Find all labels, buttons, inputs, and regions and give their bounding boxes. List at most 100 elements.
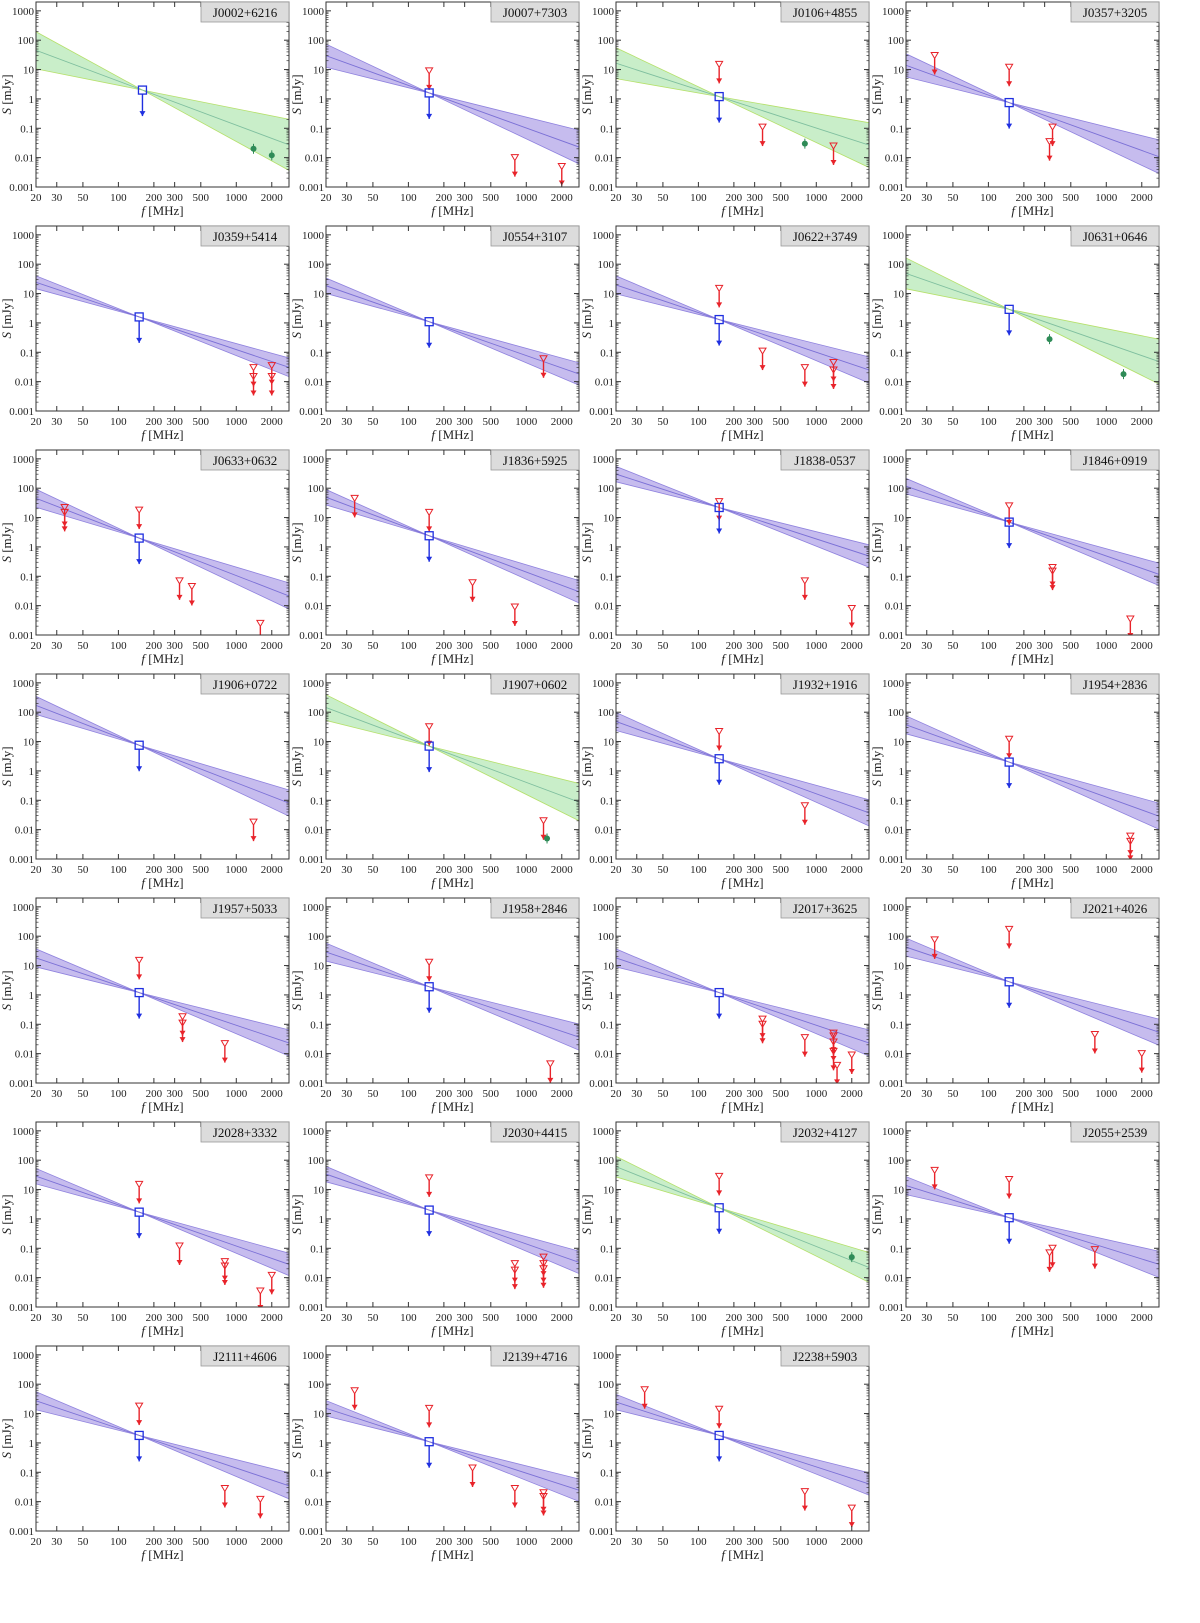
upper-limit-0	[350, 1387, 360, 1410]
y-tick-label: 10	[893, 737, 905, 749]
y-tick-label: 10	[313, 961, 325, 973]
x-tick-label: 2000	[261, 192, 284, 204]
fit-line	[906, 485, 1159, 575]
pulsar-name-box	[780, 1, 870, 23]
upper-limit-3	[510, 603, 520, 626]
x-tick-label: 1000	[1095, 416, 1118, 428]
fit-band-edge	[326, 1415, 430, 1443]
pulsar-name-box	[780, 225, 870, 247]
y-tick-label: 0.1	[890, 1019, 904, 1031]
spectrum-plot: 0.001 0.01 0.1 1 10 100 1000 20 30 50 100 200 300 500…	[289, 225, 580, 442]
y-tick-label: 0.01	[15, 825, 34, 837]
lofar-marker	[134, 740, 144, 750]
plot-frame	[615, 225, 870, 412]
plot-area	[616, 712, 869, 827]
x-tick-label: 200	[726, 864, 743, 876]
pulsar-name: J2030+4415	[503, 1125, 567, 1140]
y-axis-unit: [mJy]	[289, 74, 304, 108]
spectrum-panel-J0002+6216: 0.001 0.01 0.1 1 10 100 1000 20 30 50 100 200 300 500…	[0, 0, 290, 224]
x-tick-label: 1000	[1095, 192, 1118, 204]
x-tick-label: 100	[400, 416, 417, 428]
y-tick-label: 0.01	[15, 153, 34, 165]
y-axis-label: S [mJy]	[0, 746, 14, 786]
x-axis-unit: [MHz]	[1015, 427, 1054, 442]
y-tick-label: 0.1	[890, 1243, 904, 1255]
lofar-arrow-head	[136, 1233, 143, 1239]
upper-limit-marker	[1048, 567, 1057, 576]
detection-marker	[250, 145, 257, 152]
y-axis-label: S [mJy]	[869, 970, 884, 1010]
upper-limit-arrow-head	[1091, 1048, 1098, 1054]
y-tick-label: 0.1	[20, 1467, 34, 1479]
upper-limit-marker	[1048, 563, 1057, 572]
lofar-arrow-head	[426, 1007, 433, 1013]
x-tick-label: 1000	[1095, 640, 1118, 652]
y-tick-label: 1	[29, 542, 35, 554]
lofar-limit	[1004, 517, 1014, 549]
x-axis-var: f	[721, 1099, 727, 1114]
fit-band-edge	[36, 68, 143, 91]
upper-limit-arrow-head	[801, 381, 808, 387]
y-tick-label: 0.001	[299, 1078, 324, 1090]
y-tick-label: 0.1	[600, 347, 614, 359]
plot-frame	[35, 449, 290, 636]
upper-limit-marker	[758, 123, 767, 132]
x-tick-label: 500	[1063, 640, 1080, 652]
x-axis-var: f	[721, 875, 727, 890]
fit-band-edge	[1009, 1217, 1159, 1278]
upper-limit-marker	[1004, 502, 1014, 510]
y-tick-label: 10	[313, 1185, 325, 1197]
lofar-limit	[714, 314, 724, 346]
plot-frame	[35, 1345, 290, 1532]
lofar-limit	[424, 1205, 434, 1237]
plot-area	[906, 1166, 1159, 1278]
y-axis-unit: [mJy]	[579, 298, 594, 332]
y-tick-label: 10	[893, 65, 905, 77]
plot-frame	[615, 1, 870, 188]
x-axis-var: f	[1011, 1323, 1017, 1338]
x-tick-label: 20	[611, 192, 623, 204]
fit-band-edge	[906, 733, 1010, 763]
upper-limit-arrow-head	[801, 1051, 808, 1057]
lofar-arrow-head	[136, 337, 143, 343]
detection-1	[1120, 369, 1127, 380]
x-tick-label: 2000	[841, 192, 864, 204]
y-tick-label: 0.1	[310, 347, 324, 359]
y-axis-unit: [mJy]	[579, 746, 594, 780]
x-tick-label: 200	[436, 1536, 453, 1548]
spectrum-panel-J1846+0919: 0.001 0.01 0.1 1 10 100 1000 20 30 50 100 200 300 500…	[869, 448, 1160, 672]
x-tick-label: 30	[341, 192, 353, 204]
detection-1	[268, 150, 275, 161]
x-tick-label: 50	[657, 1088, 669, 1100]
x-tick-label: 200	[1016, 1088, 1033, 1100]
x-tick-label: 30	[341, 1088, 353, 1100]
y-tick-label: 0.01	[885, 1049, 904, 1061]
y-tick-label: 10	[23, 1185, 35, 1197]
x-tick-label: 1000	[515, 416, 538, 428]
x-axis-label: f [MHz]	[1011, 875, 1053, 890]
upper-limit-marker	[545, 1060, 555, 1068]
upper-limit-marker	[1048, 123, 1057, 132]
lofar-marker	[134, 312, 144, 322]
fit-band-edge	[429, 92, 579, 131]
y-tick-label: 1	[609, 94, 615, 106]
x-tick-label: 30	[921, 416, 933, 428]
x-tick-label: 300	[166, 1088, 183, 1100]
fit-band-edge	[138, 537, 289, 610]
x-axis-var: f	[721, 651, 727, 666]
y-tick-label: 10	[603, 961, 615, 973]
upper-limit-8	[847, 1051, 857, 1074]
plot-area	[326, 43, 579, 186]
upper-limit-0	[424, 958, 434, 982]
y-tick-label: 0.1	[20, 795, 34, 807]
y-tick-label: 1	[319, 1214, 325, 1226]
x-tick-label: 30	[631, 864, 643, 876]
x-tick-label: 500	[483, 864, 500, 876]
x-tick-label: 300	[746, 864, 763, 876]
x-axis-var: f	[721, 1323, 727, 1338]
upper-limit-2	[468, 579, 477, 602]
y-axis-unit: [mJy]	[0, 74, 14, 108]
x-axis-var: f	[141, 651, 147, 666]
spectrum-panel-J1906+0722: 0.001 0.01 0.1 1 10 100 1000 20 30 50 100 200 300 500…	[0, 672, 290, 896]
upper-limit-4	[1090, 1246, 1100, 1269]
